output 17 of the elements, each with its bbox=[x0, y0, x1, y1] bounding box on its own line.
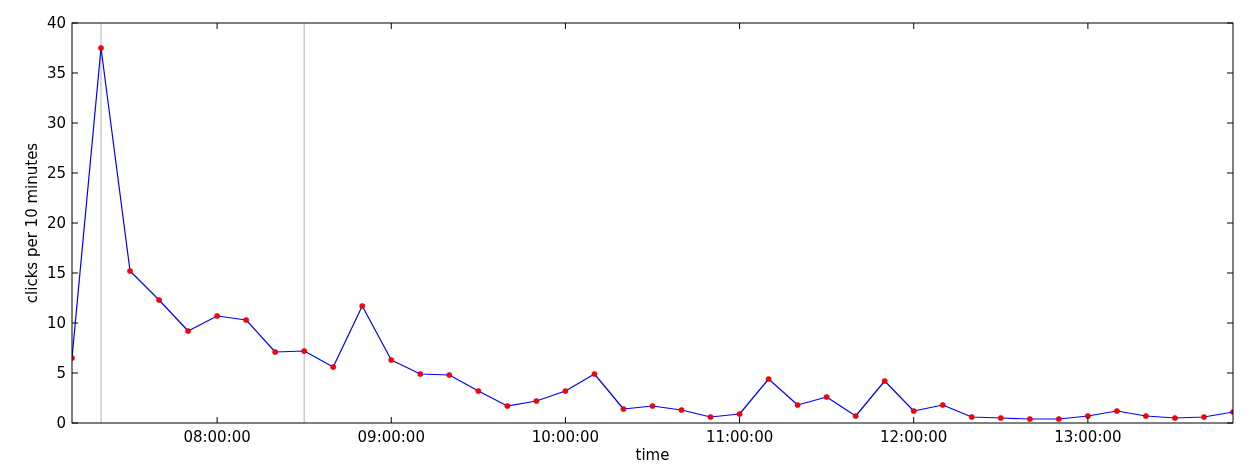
y-tick-label: 35 bbox=[46, 64, 66, 82]
x-tick-label: 12:00:00 bbox=[880, 428, 948, 446]
y-tick-label: 25 bbox=[46, 164, 66, 182]
y-tick-label: 40 bbox=[46, 14, 66, 32]
y-tick-label: 30 bbox=[46, 114, 66, 132]
y-tick-label: 0 bbox=[56, 414, 66, 432]
y-tick-label: 20 bbox=[46, 214, 66, 232]
y-tick-label: 15 bbox=[46, 264, 66, 282]
x-axis-title: time bbox=[635, 446, 670, 464]
y-tick-label: 10 bbox=[46, 314, 66, 332]
y-axis-title: clicks per 10 minutes bbox=[23, 142, 41, 304]
x-tick-label: 13:00:00 bbox=[1054, 428, 1122, 446]
y-tick-label: 5 bbox=[56, 364, 66, 382]
x-tick-label: 08:00:00 bbox=[183, 428, 251, 446]
x-tick-label: 09:00:00 bbox=[357, 428, 425, 446]
x-tick-label: 11:00:00 bbox=[705, 428, 774, 446]
x-tick-label: 10:00:00 bbox=[531, 428, 600, 446]
